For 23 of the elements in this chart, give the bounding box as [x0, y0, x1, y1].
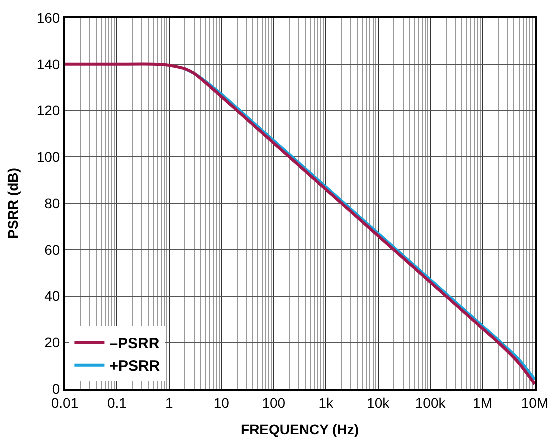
- x-tick-label: 1k: [318, 394, 334, 411]
- y-tick-label: 100: [36, 149, 60, 166]
- x-axis-title: FREQUENCY (Hz): [241, 422, 359, 438]
- y-tick-label: 0: [52, 380, 60, 397]
- x-tick-label: 100: [262, 394, 286, 411]
- y-tick-label: 80: [44, 195, 60, 212]
- x-tick-label: 0.1: [107, 394, 128, 411]
- x-tick-label: 100k: [415, 394, 447, 411]
- y-tick-label: 40: [44, 288, 60, 304]
- y-tick-label: 160: [36, 10, 60, 26]
- x-tick-label: 10M: [521, 394, 549, 411]
- y-tick-label: 20: [44, 334, 60, 351]
- legend-label: +PSRR: [110, 358, 160, 376]
- x-tick-label: 0.01: [51, 394, 79, 411]
- x-tick-label: 1M: [473, 394, 493, 411]
- legend-label: –PSRR: [110, 336, 160, 353]
- y-tick-label: 60: [44, 242, 60, 258]
- x-tick-label: 10: [214, 394, 230, 411]
- x-tick-label: 10k: [367, 394, 391, 411]
- x-tick-label: 1: [166, 394, 174, 411]
- y-axis-title: PSRR (dB): [4, 168, 21, 239]
- y-tick-label: 120: [36, 102, 60, 119]
- y-tick-label: 140: [36, 56, 60, 72]
